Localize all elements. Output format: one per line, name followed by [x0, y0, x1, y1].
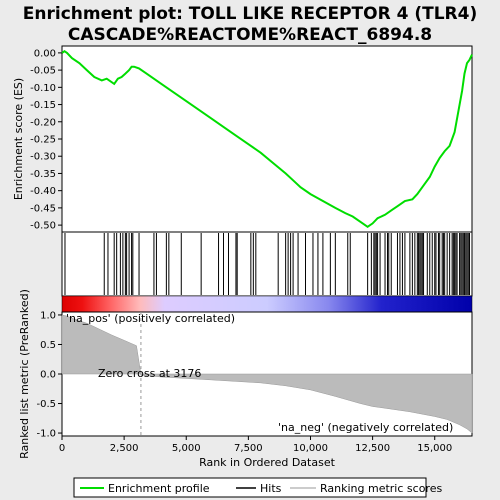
es-y-tick-label: -0.50 [30, 221, 56, 232]
zero-cross-label: Zero cross at 3176 [98, 367, 201, 380]
es-y-tick-label: -0.15 [30, 100, 56, 111]
es-y-tick-label: -0.05 [30, 66, 56, 77]
x-tick-label: 15,000 [417, 443, 452, 454]
es-y-tick-label: -0.35 [30, 169, 56, 180]
metric-y-axis-label: Ranked list metric (PreRanked) [18, 289, 31, 459]
metric-y-tick-label: -1.0 [36, 429, 56, 440]
x-tick-label: 12,500 [355, 443, 390, 454]
hits-marks [64, 233, 471, 295]
ranking-metric-area [61, 314, 473, 434]
x-tick-label: 10,000 [293, 443, 328, 454]
metric-y-tick-label: 1.0 [40, 310, 56, 321]
es-y-tick-label: -0.30 [30, 152, 56, 163]
enrichment-profile-line [61, 49, 473, 229]
legend-label-enrichment: Enrichment profile [108, 482, 210, 495]
legend-label-metric: Ranking metric scores [320, 482, 442, 495]
negative-correlation-label: 'na_neg' (negatively correlated) [278, 421, 453, 434]
es-y-axis-label: Enrichment score (ES) [12, 78, 25, 200]
metric-x-axis: 0 2,500 5,000 7,500 10,000 12,500 15,000 [59, 436, 452, 454]
positive-correlation-label: 'na_pos' (positively correlated) [66, 312, 235, 325]
es-y-tick-label: 0.00 [34, 48, 56, 59]
hits-panel [61, 231, 473, 297]
es-y-tick-label: -0.20 [30, 117, 56, 128]
metric-y-tick-label: 0.0 [40, 370, 56, 381]
es-panel [61, 45, 473, 233]
metric-y-tick-label: -0.5 [36, 399, 56, 410]
chart-title-line-1: Enrichment plot: TOLL LIKE RECEPTOR 4 (T… [23, 4, 477, 24]
x-tick-label: 0 [59, 443, 65, 454]
es-y-tick-label: -0.40 [30, 186, 56, 197]
metric-y-tick-label: 0.5 [40, 340, 56, 351]
x-axis-label: Rank in Ordered Dataset [199, 456, 336, 469]
es-y-tick-label: -0.45 [30, 203, 56, 214]
ranking-color-bar [61, 295, 473, 313]
chart-title-line-2: CASCADE%REACTOME%REACT_6894.8 [68, 25, 432, 45]
x-tick-label: 2,500 [110, 443, 139, 454]
es-y-tick-label: -0.25 [30, 135, 56, 146]
x-tick-label: 5,000 [172, 443, 201, 454]
metric-y-axis: 1.0 0.5 0.0 -0.5 -1.0 [36, 310, 62, 440]
es-y-tick-label: -0.10 [30, 83, 56, 94]
es-y-axis: 0.00 -0.05 -0.10 -0.15 -0.20 -0.25 -0.30 -0.35 -… [30, 48, 62, 232]
legend-label-hits: Hits [260, 482, 282, 495]
x-tick-label: 7,500 [234, 443, 263, 454]
